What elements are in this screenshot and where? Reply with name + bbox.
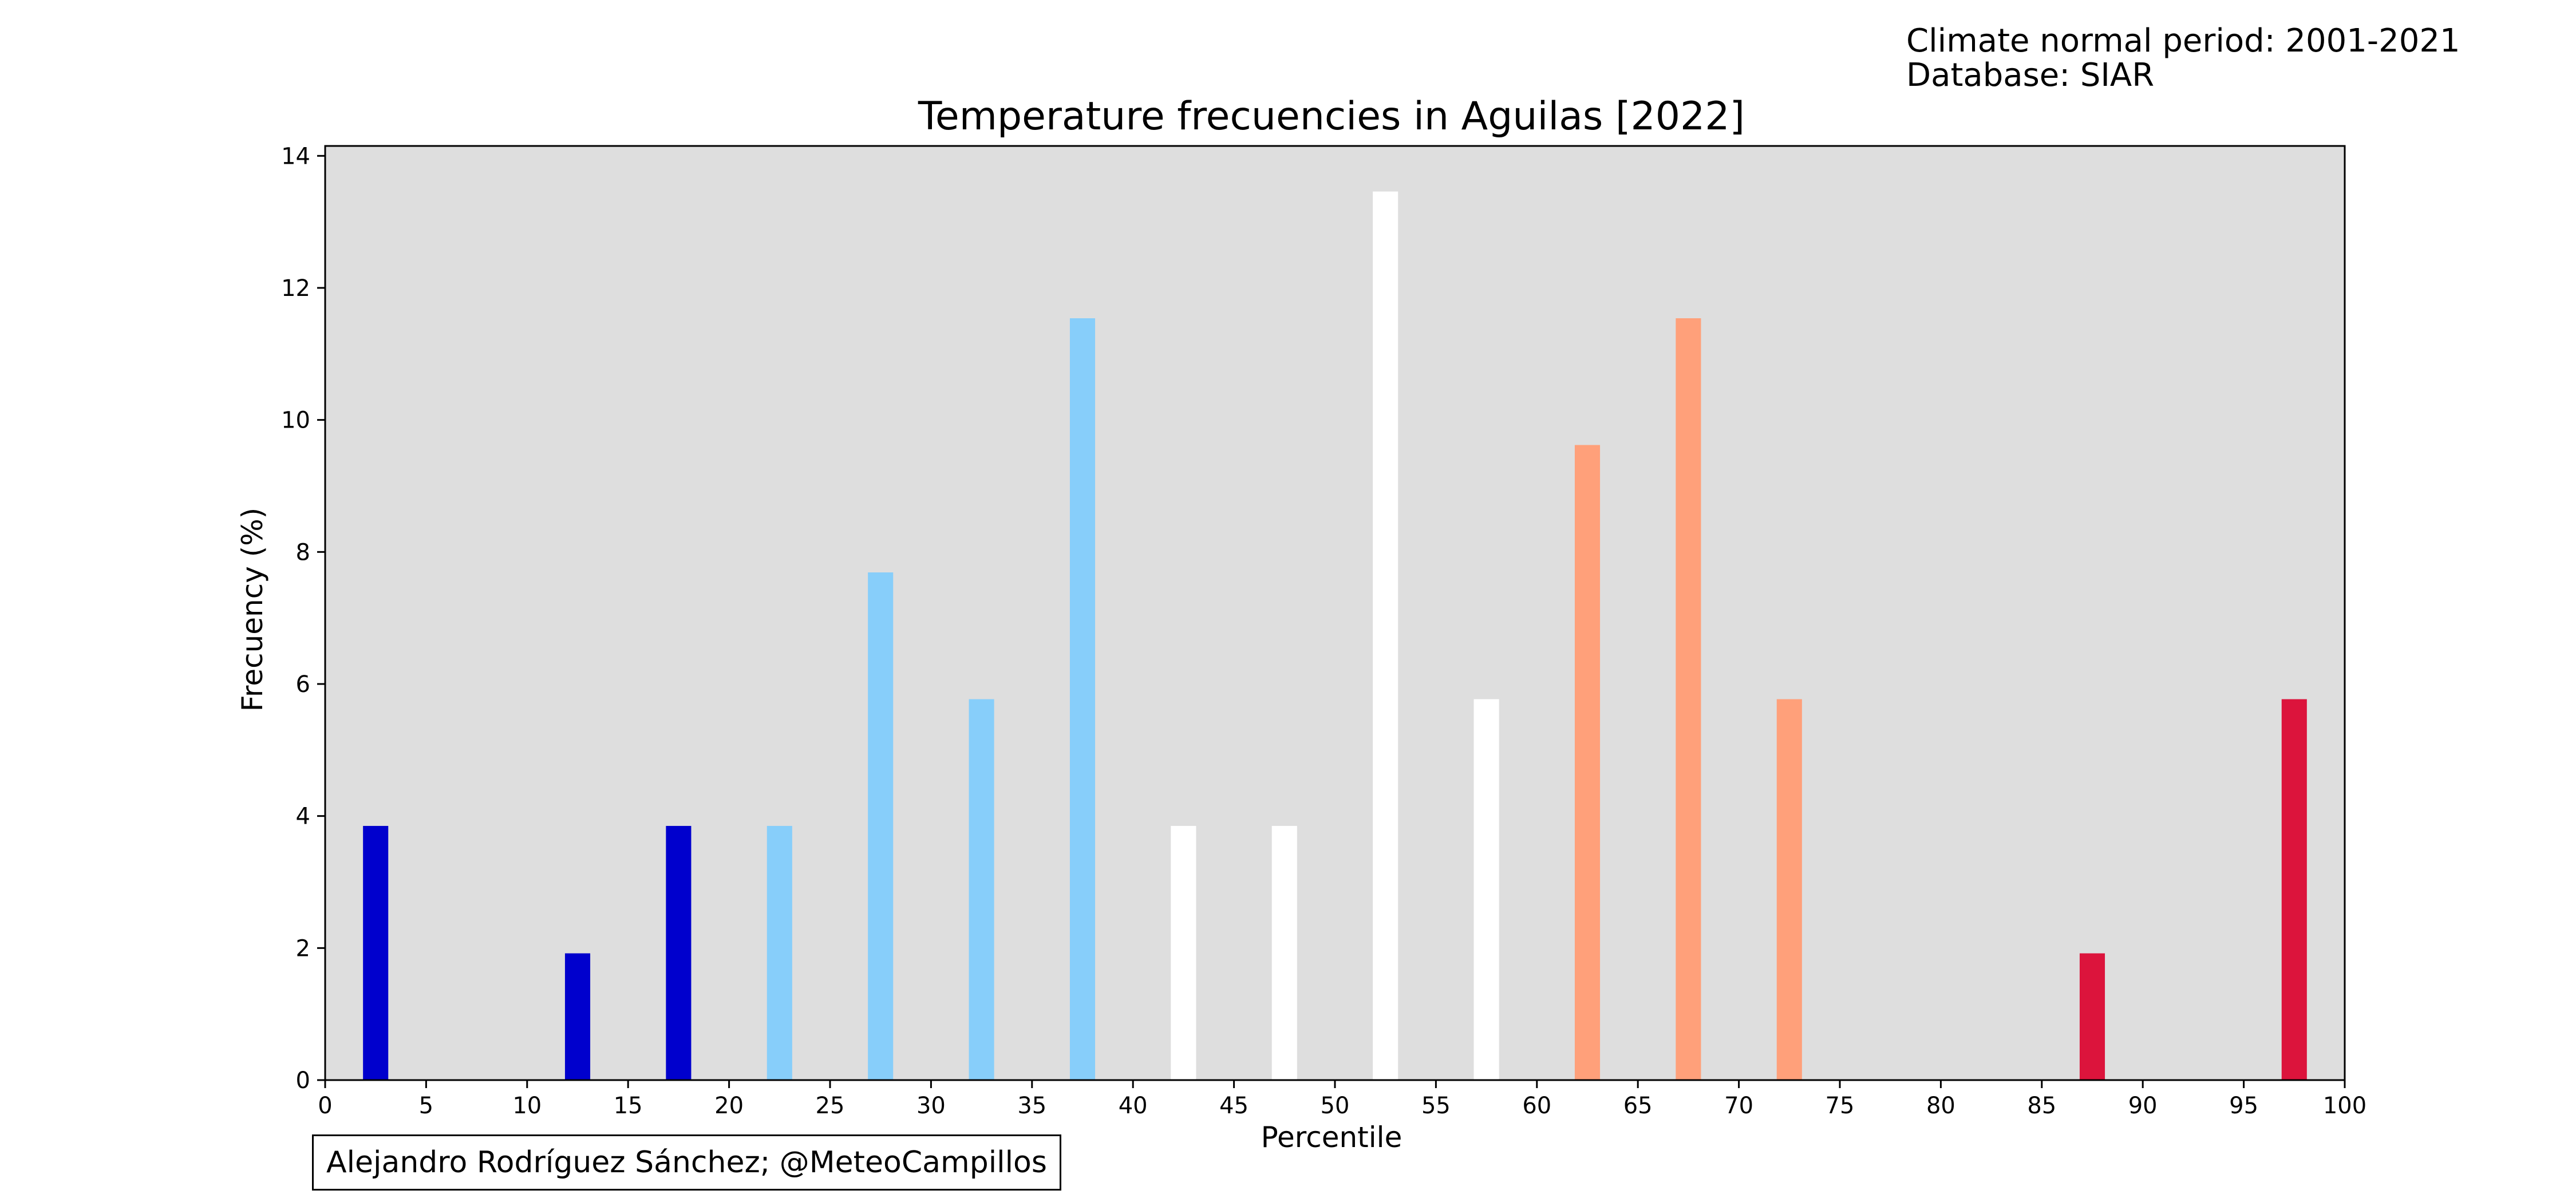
x-tick-label: 0 <box>318 1093 332 1119</box>
bar-p72.5 <box>1776 699 1802 1080</box>
bars-group <box>363 191 2307 1080</box>
x-tick-label: 85 <box>2027 1093 2056 1119</box>
bar-p22.5 <box>767 825 792 1080</box>
bar-p52.5 <box>1373 191 1398 1080</box>
bar-p17.5 <box>666 825 692 1080</box>
bar-p57.5 <box>1473 699 1499 1080</box>
x-tick-label: 5 <box>419 1093 433 1119</box>
metadata-box: Climate normal period: 2001-2021 Databas… <box>1906 24 2460 93</box>
x-tick-label: 55 <box>1421 1093 1451 1119</box>
climate-period-text: Climate normal period: 2001-2021 <box>1906 22 2460 60</box>
x-tick-label: 50 <box>1321 1093 1350 1119</box>
x-tick-label: 90 <box>2128 1093 2158 1119</box>
x-axis: 0 5 10 15 20 25 30 35 40 45 50 55 60 65 70 75 80 85 90 95 10… <box>318 1080 2366 1119</box>
x-tick-label: 20 <box>714 1093 744 1119</box>
bar-p42.5 <box>1171 825 1196 1080</box>
bar-p67.5 <box>1676 318 1701 1080</box>
y-tick-label: 6 <box>296 671 310 698</box>
y-tick-label: 12 <box>281 275 310 302</box>
x-tick-label: 10 <box>512 1093 542 1119</box>
y-tick-label: 14 <box>281 143 310 169</box>
plot-area <box>325 146 2345 1080</box>
database-text: Database: SIAR <box>1906 57 2155 94</box>
bar-p62.5 <box>1574 445 1601 1080</box>
x-tick-label: 65 <box>1623 1093 1653 1119</box>
chart-title: Temperature frecuencies in Aguilas [2022… <box>918 94 1745 139</box>
bar-p12.5 <box>564 953 591 1080</box>
x-tick-label: 70 <box>1724 1093 1753 1119</box>
bar-p37.5 <box>1069 318 1096 1080</box>
bar-p32.5 <box>969 699 994 1080</box>
x-tick-label: 80 <box>1926 1093 1955 1119</box>
x-axis-label: Percentile <box>1261 1121 1402 1154</box>
x-tick-label: 35 <box>1017 1093 1046 1119</box>
y-axis: 0 2 4 6 8 10 12 14 <box>281 143 325 1094</box>
y-tick-label: 10 <box>281 408 310 434</box>
x-tick-label: 75 <box>1826 1093 1855 1119</box>
y-tick-label: 0 <box>296 1067 310 1094</box>
bar-p87.5 <box>2079 953 2105 1080</box>
x-tick-label: 15 <box>614 1093 643 1119</box>
bar-p2.5 <box>363 825 389 1080</box>
bar-p97.5 <box>2281 699 2307 1080</box>
y-tick-label: 8 <box>296 539 310 566</box>
x-tick-label: 60 <box>1522 1093 1551 1119</box>
y-tick-label: 4 <box>296 804 310 830</box>
y-axis-label: Frecuency (%) <box>236 508 269 711</box>
x-tick-label: 40 <box>1119 1093 1148 1119</box>
x-tick-label: 45 <box>1219 1093 1249 1119</box>
bar-p27.5 <box>868 572 894 1080</box>
y-tick-label: 2 <box>296 935 310 962</box>
x-tick-label: 30 <box>916 1093 946 1119</box>
x-tick-label: 25 <box>816 1093 845 1119</box>
x-tick-label: 95 <box>2229 1093 2258 1119</box>
author-credit: Alejandro Rodríguez Sánchez; @MeteoCampi… <box>312 1134 1061 1191</box>
x-tick-label: 100 <box>2323 1093 2366 1119</box>
bar-p47.5 <box>1271 825 1297 1080</box>
